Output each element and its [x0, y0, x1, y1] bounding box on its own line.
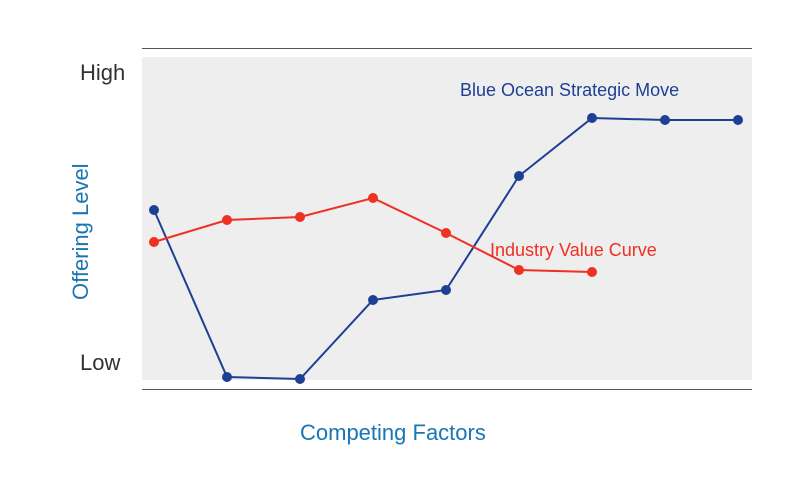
series-1-point-5 — [514, 265, 524, 275]
series-1-point-0 — [149, 237, 159, 247]
chart-svg — [0, 0, 801, 500]
series-1-point-2 — [295, 212, 305, 222]
series-0-point-5 — [514, 171, 524, 181]
series-label-industry: Industry Value Curve — [490, 240, 657, 261]
series-0-point-1 — [222, 372, 232, 382]
strategy-canvas-chart: High Low Offering Level Competing Factor… — [0, 0, 801, 500]
series-0-point-2 — [295, 374, 305, 384]
series-label-blue-ocean: Blue Ocean Strategic Move — [460, 80, 679, 101]
series-1-point-1 — [222, 215, 232, 225]
series-1-point-4 — [441, 228, 451, 238]
series-1-point-6 — [587, 267, 597, 277]
series-0-point-8 — [733, 115, 743, 125]
series-0-point-4 — [441, 285, 451, 295]
series-0-point-6 — [587, 113, 597, 123]
series-1-point-3 — [368, 193, 378, 203]
series-0-point-7 — [660, 115, 670, 125]
series-0-point-0 — [149, 205, 159, 215]
series-0-point-3 — [368, 295, 378, 305]
